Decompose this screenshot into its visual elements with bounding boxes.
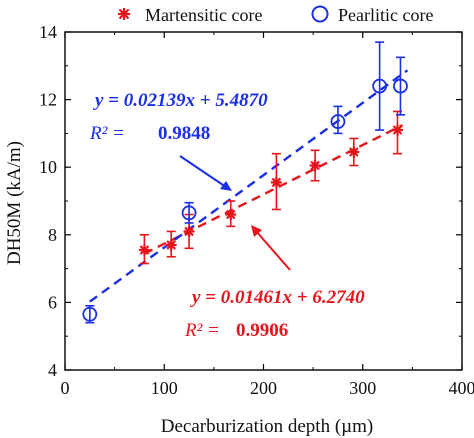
annotation-pearlitic: y = 0.02139x + 5.4870 R² = 0.9848 [89, 90, 268, 191]
legend-label-martensitic: Martensitic core [145, 5, 262, 25]
fit-line-martensitic [143, 124, 403, 255]
r2-label-martensitic: R² = [184, 320, 225, 341]
arrow-pearlitic [179, 155, 227, 188]
y-tick-label: 14 [39, 22, 57, 42]
y-tick-label: 6 [48, 292, 57, 312]
asterisk-stroke [184, 226, 194, 237]
y-tick-label: 12 [39, 90, 57, 110]
y-axis-label: DH50M (kA/m) [4, 141, 25, 265]
x-tick-label: 200 [250, 378, 277, 398]
data-point-pearlitic [181, 205, 197, 221]
asterisk-stroke [225, 209, 236, 220]
data-point-pearlitic [82, 306, 98, 322]
annotation-martensitic: y = 0.01461x + 6.2740 R² = 0.9906 [184, 225, 365, 341]
data-point-martensitic [270, 176, 282, 188]
data-point-pearlitic [393, 78, 408, 94]
legend: Martensitic core Pearlitic core [118, 5, 433, 25]
asterisk-stroke [349, 147, 359, 157]
x-tick-label: 300 [349, 378, 376, 398]
arrow-martensitic [255, 230, 291, 271]
r2-label-pearlitic: R² = [89, 123, 130, 144]
data-point-martensitic [348, 146, 360, 158]
axes: 0 100 200 300 400 4 6 8 10 12 14 [39, 22, 474, 398]
data-point-martensitic [225, 209, 237, 221]
asterisk-stroke [271, 177, 282, 188]
data-point-martensitic [138, 244, 150, 256]
legend-marker-martensitic [118, 8, 130, 20]
data-point-martensitic [183, 225, 195, 237]
data-point-martensitic [391, 124, 403, 136]
x-tick-label: 0 [61, 378, 70, 398]
y-tick-label: 4 [48, 360, 57, 380]
data-point-martensitic [165, 239, 177, 251]
arrow-head-pearlitic [220, 181, 232, 191]
data-marks [82, 41, 408, 324]
y-tick-label: 8 [48, 225, 57, 245]
data-point-pearlitic [372, 78, 388, 94]
legend-label-pearlitic: Pearlitic core [338, 5, 433, 25]
asterisk-stroke [392, 125, 403, 135]
equation-martensitic: y = 0.01461x + 6.2740 [190, 287, 365, 308]
asterisk-stroke [310, 160, 320, 171]
asterisk-stroke [166, 240, 176, 250]
legend-marker-pearlitic [311, 5, 329, 23]
r2-value-pearlitic: 0.9848 [158, 123, 210, 144]
x-axis-label: Decarburization depth (µm) [161, 416, 373, 437]
arrow-head-martensitic [251, 225, 262, 237]
x-tick-label: 400 [449, 378, 474, 398]
x-tick-label: 100 [151, 378, 178, 398]
y-tick-label: 10 [39, 157, 57, 177]
asterisk-stroke [139, 245, 150, 255]
r2-value-martensitic: 0.9906 [236, 320, 288, 341]
equation-pearlitic: y = 0.02139x + 5.4870 [93, 90, 268, 111]
data-point-pearlitic [330, 114, 346, 129]
data-point-martensitic [309, 160, 321, 172]
